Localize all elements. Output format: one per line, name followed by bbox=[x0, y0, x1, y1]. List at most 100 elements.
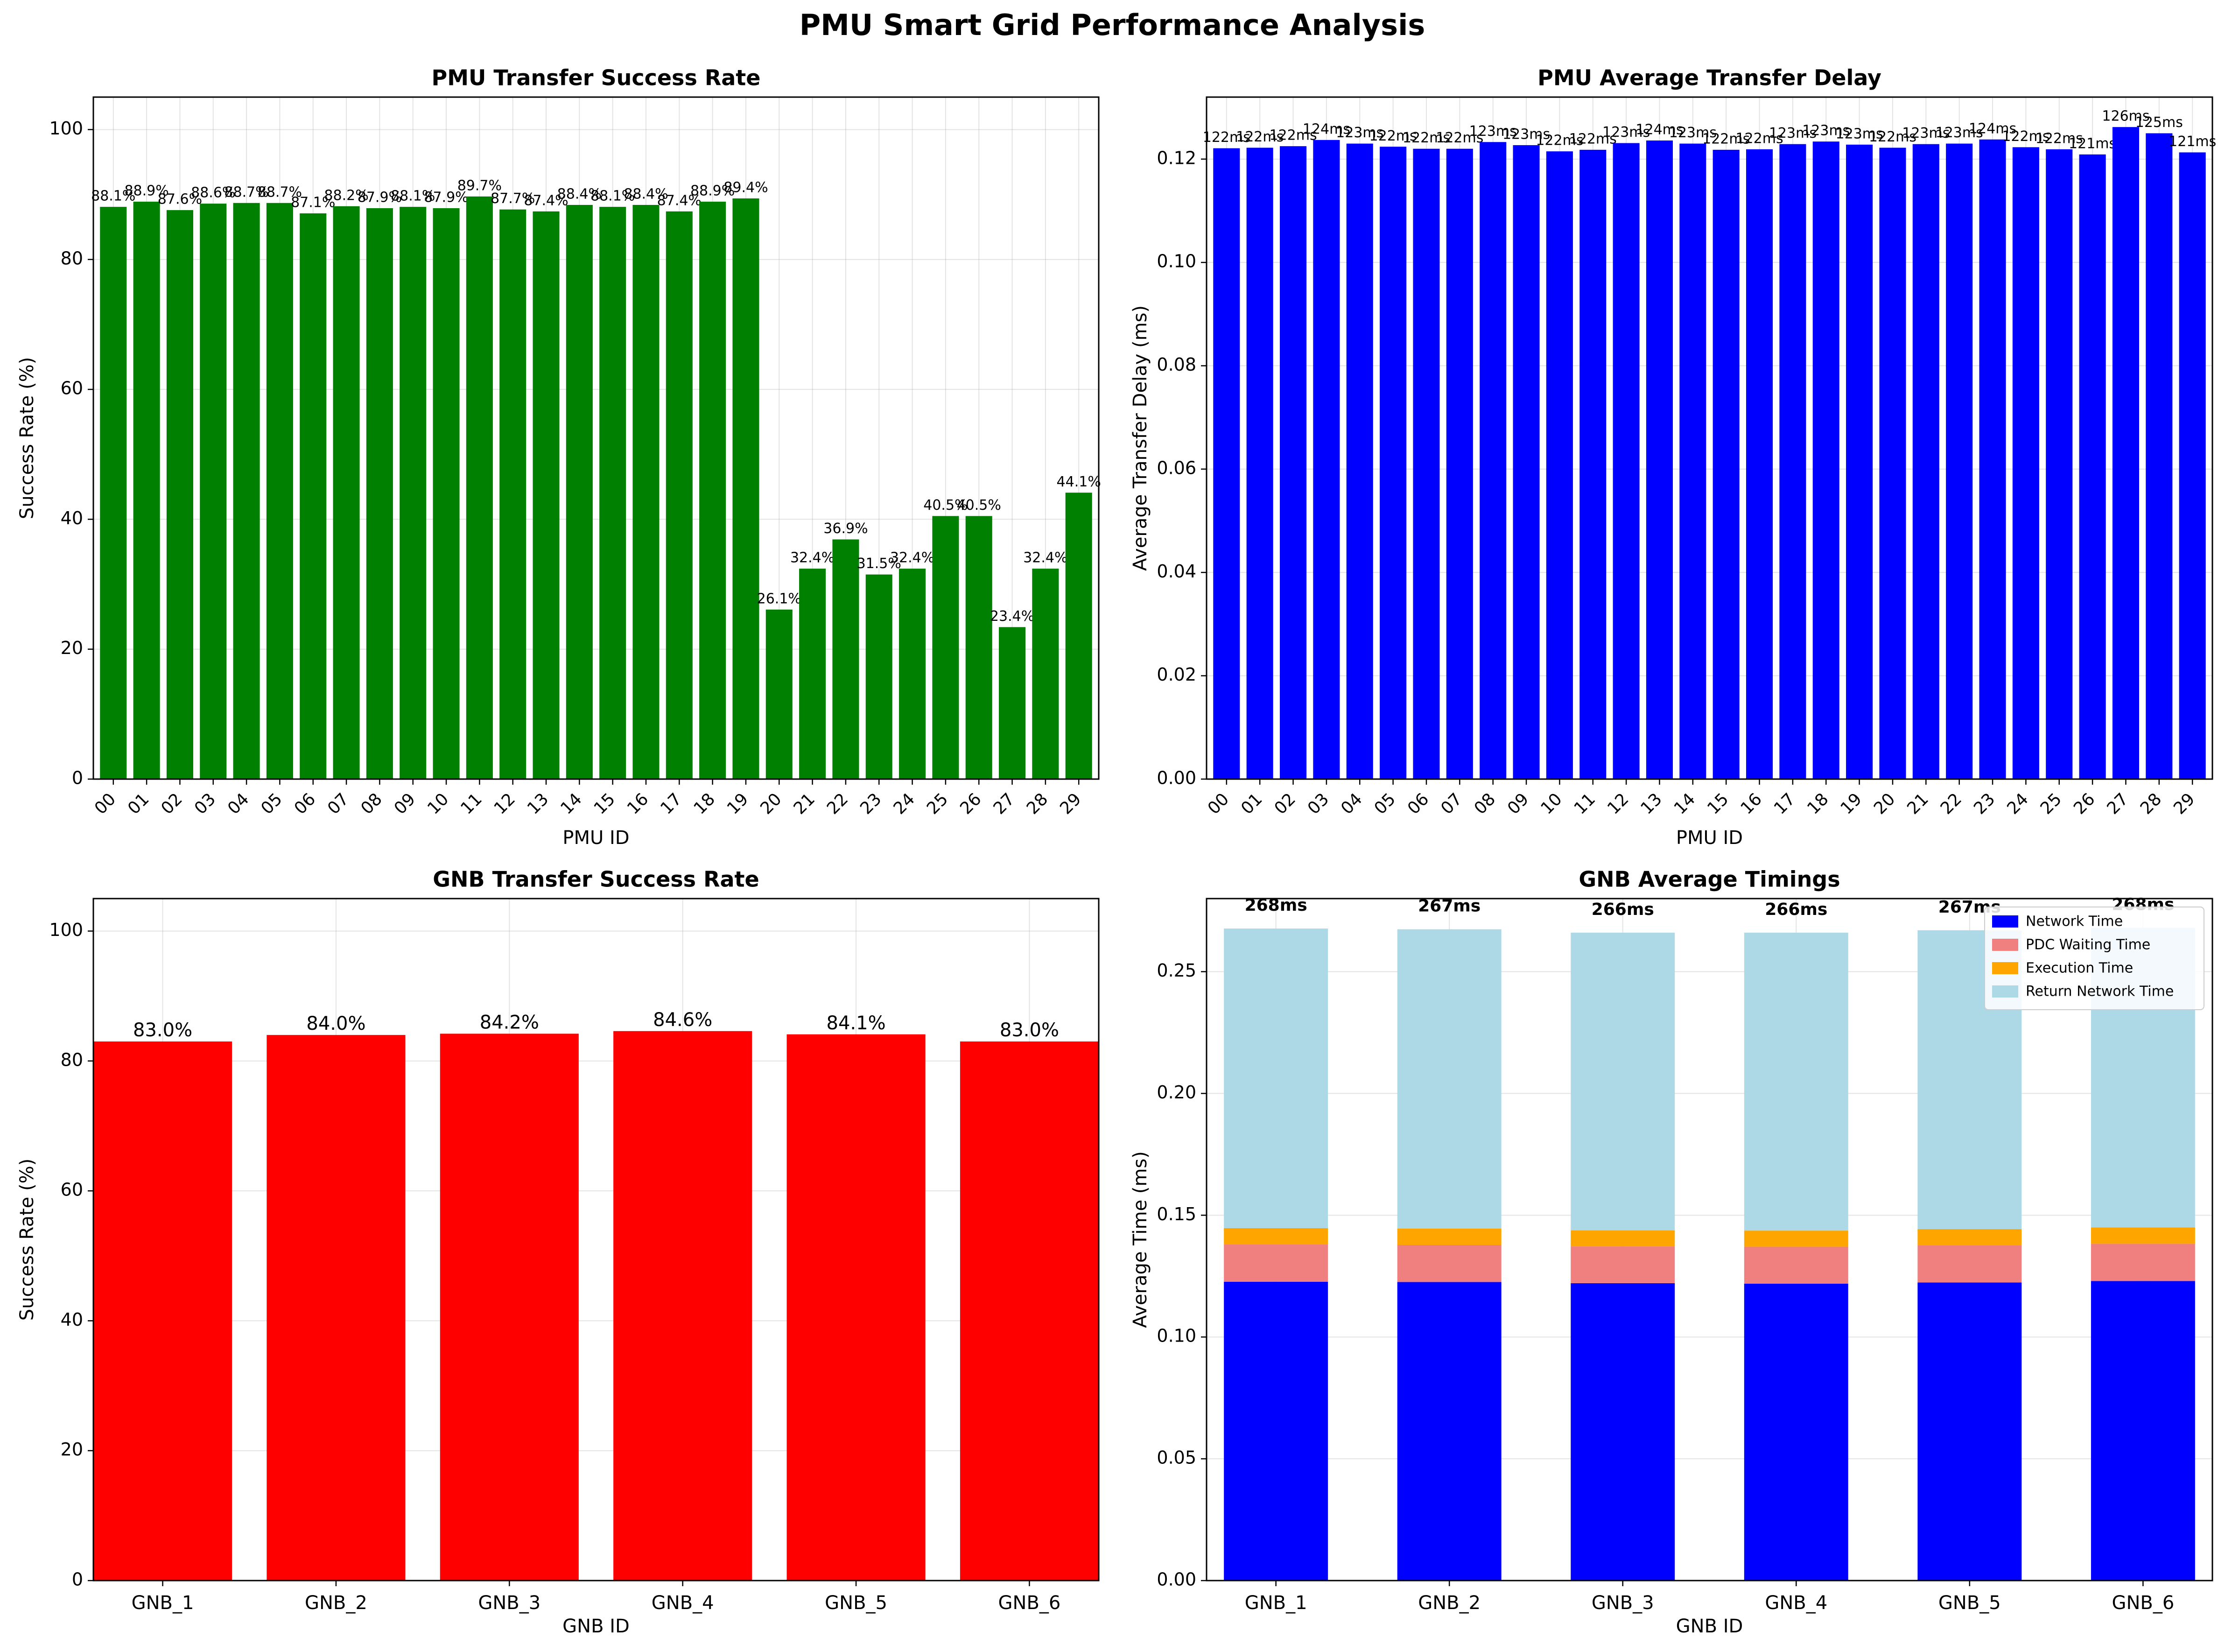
bar bbox=[932, 516, 959, 779]
x-tick-label: 15 bbox=[1704, 789, 1732, 818]
chart-pmu-transfer-delay: 0.00 0.02 0.04 0.06 0.08 0.10 0.12 00 01 02 03 04 05… bbox=[1130, 65, 2216, 849]
data-label: 88.1% bbox=[590, 188, 635, 204]
bar bbox=[965, 516, 992, 779]
bar bbox=[1679, 143, 1706, 779]
x-tick-label: 18 bbox=[1804, 789, 1832, 818]
x-tick-label: GNB_4 bbox=[1765, 1592, 1827, 1614]
legend-label: PDC Waiting Time bbox=[2026, 937, 2150, 953]
data-label: 88.9% bbox=[690, 183, 735, 199]
x-tick-label: 11 bbox=[457, 789, 485, 818]
x-tick-label: 13 bbox=[524, 789, 552, 818]
bar bbox=[93, 1041, 232, 1581]
bar bbox=[233, 203, 260, 779]
data-label: 89.4% bbox=[723, 180, 768, 196]
bar bbox=[566, 204, 593, 779]
x-tick-label: 00 bbox=[91, 789, 119, 818]
bar bbox=[1279, 146, 1307, 780]
data-label: 123ms bbox=[1469, 123, 1517, 140]
y-tick-label: 0.10 bbox=[1157, 251, 1196, 272]
bar bbox=[799, 569, 826, 779]
bar-segment bbox=[1744, 1246, 1848, 1284]
x-tick-label: GNB_1 bbox=[1245, 1592, 1307, 1614]
bar bbox=[2012, 147, 2039, 780]
data-label: 123ms bbox=[1802, 123, 1850, 139]
bar bbox=[1513, 145, 1540, 779]
bar bbox=[440, 1033, 579, 1581]
x-tick-label: 19 bbox=[1837, 789, 1866, 818]
y-tick-label: 40 bbox=[61, 1309, 83, 1330]
bar bbox=[1246, 148, 1273, 780]
bar bbox=[1480, 142, 1507, 779]
data-label: 123ms bbox=[1602, 124, 1650, 141]
x-tick-label: 23 bbox=[856, 789, 885, 818]
data-label: 84.2% bbox=[480, 1012, 539, 1033]
data-label: 123ms bbox=[1836, 126, 1883, 142]
data-label: 87.7% bbox=[491, 190, 535, 207]
y-tick-label: 20 bbox=[61, 638, 83, 658]
x-tick-label: 18 bbox=[690, 789, 719, 818]
bar-segment bbox=[1224, 1281, 1328, 1581]
data-label: 32.4% bbox=[790, 550, 835, 566]
bar bbox=[1779, 144, 1806, 779]
bar bbox=[1812, 141, 1839, 779]
y-axis-label: Success Rate (%) bbox=[16, 357, 38, 519]
data-label: 26.1% bbox=[757, 591, 801, 607]
data-label: 122ms bbox=[1869, 129, 1916, 145]
y-tick-label: 0 bbox=[72, 768, 83, 788]
figure-suptitle: PMU Smart Grid Performance Analysis bbox=[800, 8, 1425, 42]
x-tick-label: GNB_4 bbox=[652, 1592, 714, 1614]
bar bbox=[1646, 140, 1673, 780]
chart-title: GNB Transfer Success Rate bbox=[433, 867, 759, 892]
data-label: 123ms bbox=[1502, 126, 1550, 142]
chart-gnb-success-rate: 0 20 40 60 80 100 GNB_1 GNB_2 GNB_3 GNB_4 GNB_5 GNB… bbox=[16, 867, 1100, 1637]
bar-segment bbox=[1571, 1246, 1675, 1283]
data-label: 36.9% bbox=[823, 520, 868, 537]
y-tick-label: 40 bbox=[61, 508, 83, 528]
chart-gnb-average-timings: 0.00 0.05 0.10 0.15 0.20 0.25 GNB_1 GNB_2 GNB_3 G… bbox=[1130, 867, 2213, 1637]
x-tick-label: 12 bbox=[491, 789, 519, 818]
y-tick-label: 60 bbox=[61, 378, 83, 399]
bar bbox=[533, 211, 560, 780]
data-label: 84.1% bbox=[827, 1012, 886, 1034]
bar bbox=[466, 196, 493, 780]
bar bbox=[899, 569, 926, 779]
bar bbox=[266, 203, 293, 779]
data-label: 124ms bbox=[1635, 121, 1683, 138]
bar-segment bbox=[1224, 1244, 1328, 1282]
x-tick-label: 06 bbox=[291, 789, 319, 818]
y-axis-label: Average Transfer Delay (ms) bbox=[1130, 305, 1151, 571]
chart-title: PMU Transfer Success Rate bbox=[432, 65, 761, 91]
x-tick-label: 20 bbox=[757, 789, 785, 818]
data-label: 89.7% bbox=[457, 177, 502, 194]
bar-segment bbox=[1917, 1282, 2022, 1581]
bar-segment bbox=[1397, 929, 1502, 1229]
x-tick-label: 09 bbox=[391, 789, 419, 818]
x-tick-label: 28 bbox=[1023, 789, 1052, 818]
x-tick-label: 03 bbox=[191, 789, 219, 818]
data-label: 122ms bbox=[1735, 130, 1783, 147]
x-tick-label: GNB_2 bbox=[305, 1592, 367, 1614]
data-label: 123ms bbox=[1336, 125, 1383, 141]
x-tick-label: 22 bbox=[823, 789, 852, 818]
chart-pmu-success-rate: 0 20 40 60 80 100 00 01 02 03 04 05 06 07 08 09 10 11 12 13… bbox=[16, 65, 1101, 849]
bar bbox=[786, 1034, 926, 1581]
data-label: 87.9% bbox=[358, 189, 402, 205]
bar bbox=[1413, 148, 1440, 779]
bar-segment bbox=[1397, 1244, 1502, 1282]
x-tick-label: 13 bbox=[1637, 789, 1666, 818]
data-label: 125ms bbox=[2135, 114, 2183, 131]
x-tick-label: 29 bbox=[2170, 789, 2198, 818]
bar bbox=[1446, 148, 1473, 779]
x-tick-label: GNB_1 bbox=[132, 1592, 194, 1614]
bar-segment bbox=[1571, 1230, 1675, 1247]
data-label: 88.2% bbox=[324, 187, 368, 204]
bar bbox=[400, 207, 427, 780]
bar bbox=[2146, 133, 2173, 779]
data-label: 44.1% bbox=[1057, 474, 1101, 490]
bar bbox=[1346, 143, 1373, 779]
bar bbox=[1946, 143, 1973, 779]
data-label: 122ms bbox=[1569, 131, 1617, 147]
chart-title: PMU Average Transfer Delay bbox=[1537, 65, 1881, 91]
data-label: 84.6% bbox=[653, 1009, 712, 1031]
bar bbox=[1065, 492, 1092, 779]
